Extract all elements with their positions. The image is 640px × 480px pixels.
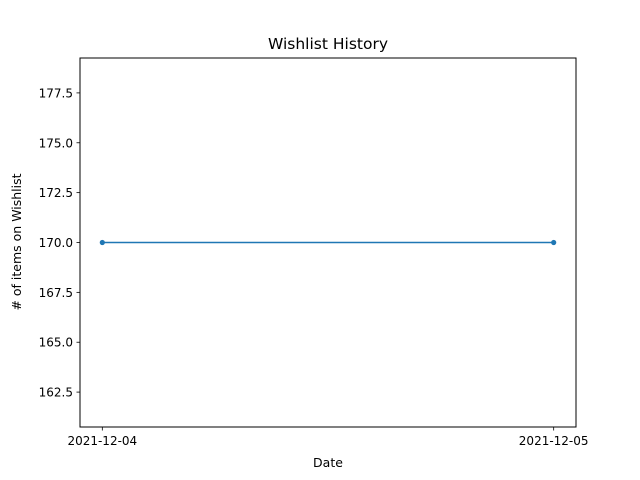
y-tick-label: 165.0 bbox=[39, 336, 73, 350]
x-tick-label: 2021-12-05 bbox=[519, 434, 589, 448]
data-point bbox=[551, 239, 557, 246]
y-tick-label: 175.0 bbox=[39, 136, 73, 150]
y-axis-label: # of items on Wishlist bbox=[9, 173, 24, 310]
y-tick-label: 177.5 bbox=[39, 86, 73, 100]
y-tick-label: 162.5 bbox=[39, 386, 73, 400]
chart-title: Wishlist History bbox=[268, 35, 388, 53]
y-axis: 162.5 165.0 167.5 170.0 172.5 175.0 177.5 bbox=[39, 86, 80, 400]
y-tick-label: 172.5 bbox=[39, 186, 73, 200]
data-point bbox=[99, 239, 105, 246]
plot-area bbox=[99, 239, 557, 246]
x-axis-label: Date bbox=[313, 455, 343, 470]
y-tick-label: 167.5 bbox=[39, 286, 73, 300]
x-axis: 2021-12-04 2021-12-05 bbox=[67, 427, 589, 448]
y-tick-label: 170.0 bbox=[39, 236, 73, 250]
x-tick-label: 2021-12-04 bbox=[67, 434, 137, 448]
